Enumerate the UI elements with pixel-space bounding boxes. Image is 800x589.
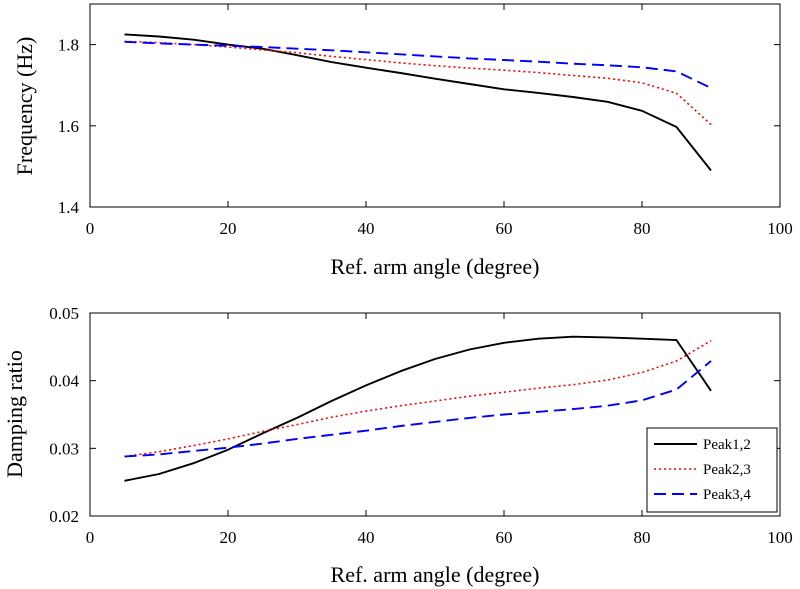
x-tick-label: 0 <box>86 219 95 238</box>
x-tick-label: 80 <box>634 219 651 238</box>
frequency-plot: Ref. arm angle (degree) Frequency (Hz) 0… <box>12 3 793 279</box>
x-tick-label: 100 <box>767 528 793 547</box>
series-line-peak1-2 <box>124 335 712 482</box>
y-axis-label: Frequency (Hz) <box>12 37 37 176</box>
legend-label: Peak2,3 <box>703 462 751 478</box>
x-tick-label: 100 <box>767 219 793 238</box>
y-tick-label: 0.05 <box>49 304 79 323</box>
legend: Peak1,2 Peak2,3 Peak3,4 <box>646 427 778 513</box>
axes-frame <box>89 3 781 208</box>
x-tick-label: 0 <box>86 528 95 547</box>
series-line-peak3-4 <box>124 360 712 458</box>
x-tick-label: 40 <box>358 219 375 238</box>
legend-box <box>646 427 778 513</box>
y-tick-label: 1.6 <box>58 117 79 136</box>
x-tick-label: 60 <box>496 528 513 547</box>
y-tick-label: 0.02 <box>49 507 79 526</box>
y-tick-label: 1.8 <box>58 36 79 55</box>
legend-label: Peak1,2 <box>703 437 751 453</box>
x-tick-label: 60 <box>496 219 513 238</box>
y-tick-label: 0.04 <box>49 372 79 391</box>
x-tick-label: 20 <box>220 528 237 547</box>
x-tick-label: 40 <box>358 528 375 547</box>
series-line-peak1-2 <box>124 33 712 172</box>
y-tick-label: 0.03 <box>49 439 79 458</box>
y-axis-label: Damping ratio <box>2 350 27 478</box>
damping-ratio-plot: Ref. arm angle (degree) Damping ratio 0 2… <box>2 304 793 587</box>
y-tick-label: 1.4 <box>58 198 80 217</box>
x-tick-label: 80 <box>634 528 651 547</box>
x-tick-label: 20 <box>220 219 237 238</box>
x-axis-label: Ref. arm angle (degree) <box>331 562 540 587</box>
series-line-peak3-4 <box>124 40 712 89</box>
x-axis-label: Ref. arm angle (degree) <box>331 254 540 279</box>
series-line-peak2-3 <box>124 40 712 126</box>
series-line-peak2-3 <box>124 340 712 458</box>
legend-label: Peak3,4 <box>703 487 751 503</box>
